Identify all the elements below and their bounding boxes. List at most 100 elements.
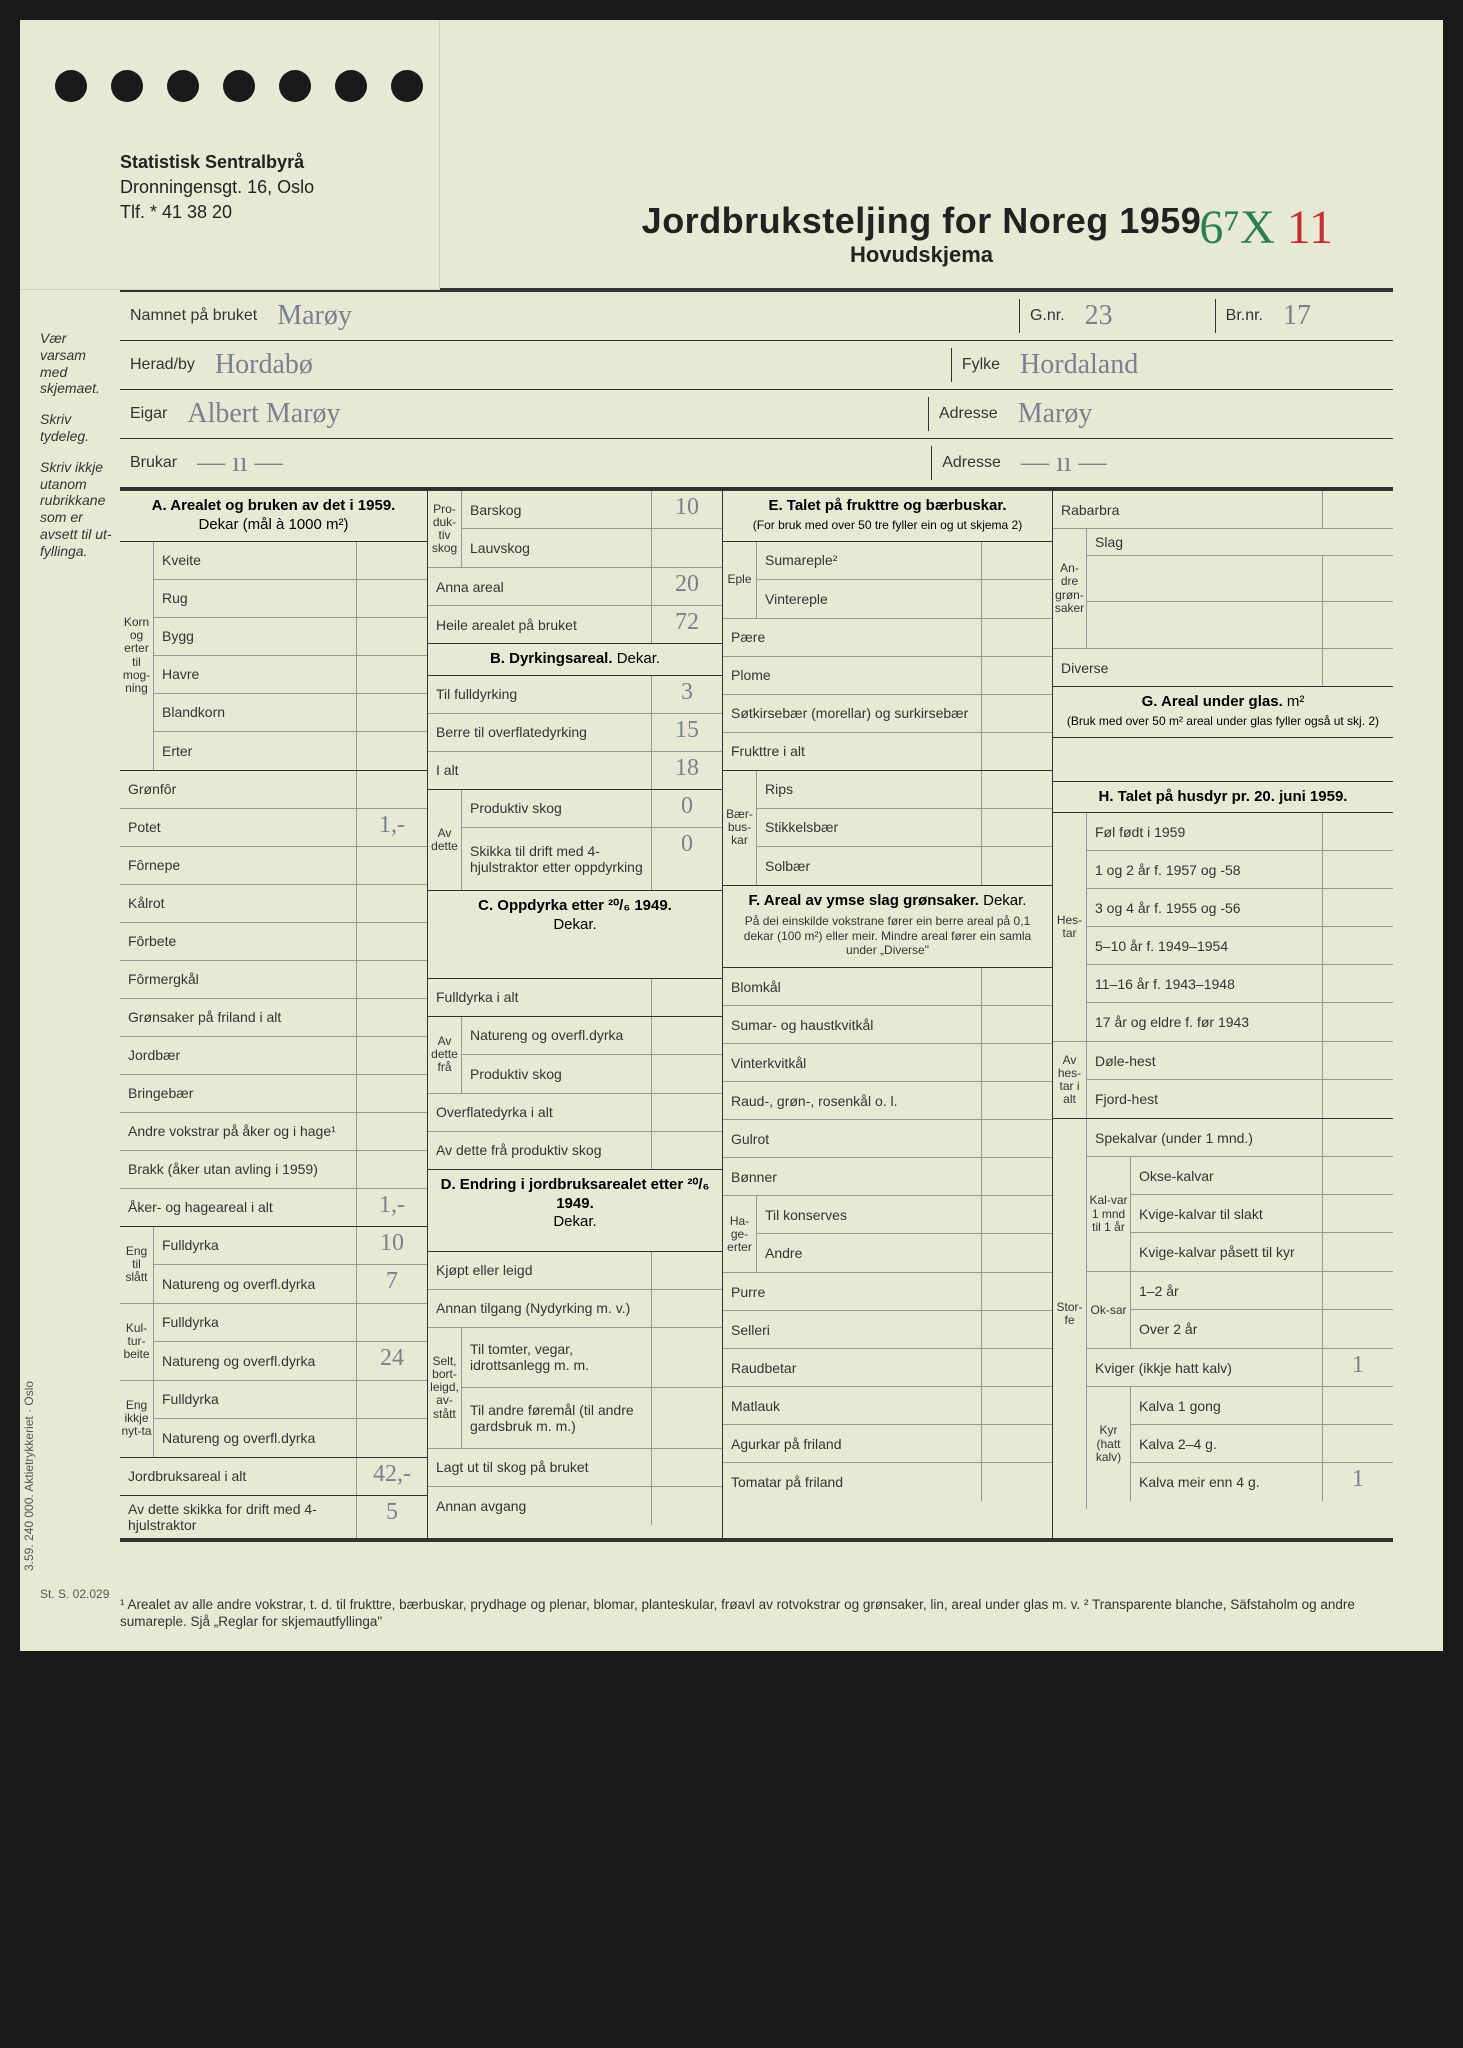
r-kviger: Kviger (ikkje hatt kalv): [1087, 1349, 1323, 1386]
lab-adr2: Adresse: [931, 446, 1011, 480]
val-fylke: Hordaland: [1010, 341, 1393, 389]
v-kviger: 1: [1323, 1349, 1393, 1386]
lab-fylke: Fylke: [951, 348, 1010, 382]
page: Statistisk Sentralbyrå Dronningensgt. 16…: [20, 20, 1443, 1651]
r-o12: 1–2 år: [1131, 1272, 1323, 1309]
r-havre: Havre: [154, 656, 357, 693]
r-jordbruks: Jordbruksareal i alt: [120, 1458, 357, 1495]
sec-A-head: A. Arealet og bruken av det i 1959. Deka…: [120, 491, 427, 542]
side-engikkje: Eng ikkje nyt-ta: [120, 1381, 154, 1457]
A-sub: Dekar (mål à 1000 m²): [198, 516, 348, 533]
r-skikka: Skikka til drift med 4-hjulstraktor ette…: [462, 828, 652, 890]
r-heile: Heile arealet på bruket: [428, 606, 652, 643]
sec-E-head: E. Talet på frukttre og bærbuskar.(For b…: [723, 491, 1052, 542]
r-diverse: Diverse: [1053, 649, 1323, 686]
side-kyr: Kyr (hatt kalv): [1087, 1387, 1131, 1501]
main-grid: A. Arealet og bruken av det i 1959. Deka…: [120, 491, 1393, 1542]
mark-red: 11: [1287, 201, 1333, 254]
r-kvigep: Kvige-kalvar påsett til kyr: [1131, 1233, 1323, 1271]
r-oksek: Okse-kalvar: [1131, 1157, 1323, 1194]
v-fulld1: 10: [357, 1227, 427, 1264]
instr-1: Vær varsam med skjemaet.: [40, 330, 115, 397]
r-h34: 3 og 4 år f. 1955 og -56: [1087, 889, 1323, 926]
r-solbar: Solbær: [757, 847, 982, 885]
r-sumar: Sumareple²: [757, 542, 982, 579]
lab-herad: Herad/by: [120, 348, 205, 382]
mark-green: 6⁷X: [1199, 201, 1274, 254]
val-brnr: 17: [1273, 292, 1393, 340]
r-erter: Erter: [154, 732, 357, 770]
r-potet: Potet: [120, 809, 357, 846]
r-fol: Føl født i 1959: [1087, 813, 1323, 850]
r-matlauk: Matlauk: [723, 1387, 982, 1424]
r-cavprod: Av dette frå produktiv skog: [428, 1132, 652, 1169]
org-name: Statistisk Sentralbyrå: [120, 150, 314, 175]
r-cnat: Natureng og overfl.dyrka: [462, 1017, 652, 1054]
r-selleri: Selleri: [723, 1311, 982, 1348]
v-nat1: 7: [357, 1265, 427, 1303]
r-oover2: Over 2 år: [1131, 1310, 1323, 1348]
side-hage: Ha-ge-erter: [723, 1196, 757, 1272]
r-barskog: Barskog: [462, 491, 652, 528]
instr-3: Skriv ikkje utanom rubrikkane som er avs…: [40, 459, 115, 560]
r-annanav: Annan avgang: [428, 1487, 652, 1525]
r-prodskog2: Produktiv skog: [462, 790, 652, 827]
r-spek: Spekalvar (under 1 mnd.): [1087, 1119, 1323, 1156]
binder-holes: [55, 70, 423, 102]
r-fulld2: Fulldyrka: [154, 1304, 357, 1341]
val-adr1: Marøy: [1008, 390, 1393, 438]
r-fulld1: Fulldyrka: [154, 1227, 357, 1264]
r-avdette: Av dette skikka for drift med 4-hjulstra…: [120, 1496, 357, 1538]
r-nat2: Natureng og overfl.dyrka: [154, 1342, 357, 1380]
r-bygg: Bygg: [154, 618, 357, 655]
r-sumarhaust: Sumar- og haustkvitkål: [723, 1006, 982, 1043]
r-h17: 17 år og eldre f. før 1943: [1087, 1003, 1323, 1041]
r-anna: Anna areal: [428, 568, 652, 605]
r-tilkons: Til konserves: [757, 1196, 982, 1233]
v-tilfull: 3: [652, 676, 722, 713]
r-h1116: 11–16 år f. 1943–1948: [1087, 965, 1323, 1002]
r-bonner: Bønner: [723, 1158, 982, 1195]
r-vinter: Vintereple: [757, 580, 982, 618]
r-gronsaker: Grønsaker på friland i alt: [120, 999, 357, 1036]
side-eple: Eple: [723, 542, 757, 618]
r-rips: Rips: [757, 771, 982, 808]
v-heile: 72: [652, 606, 722, 643]
lab-adr1: Adresse: [928, 397, 1008, 431]
r-kveite: Kveite: [154, 542, 357, 579]
r-jordbar: Jordbær: [120, 1037, 357, 1074]
side-avhest: Av hes-tar i alt: [1053, 1042, 1087, 1118]
r-lagt: Lagt ut til skog på bruket: [428, 1449, 652, 1486]
side-andregr: An-dre grøn-saker: [1053, 529, 1087, 648]
r-plome: Plome: [723, 657, 982, 694]
side-eng: Eng til slått: [120, 1227, 154, 1303]
r-rug: Rug: [154, 580, 357, 617]
side-oksar: Ok-sar: [1087, 1272, 1131, 1348]
v-potet: 1,-: [357, 809, 427, 846]
r-fandre: Andre: [757, 1234, 982, 1272]
side-prodskog: Pro-duk-tiv skog: [428, 491, 462, 567]
F-note: På dei einskilde vokstrane fører ein ber…: [729, 910, 1046, 961]
v-ialt: 18: [652, 752, 722, 789]
r-h12: 1 og 2 år f. 1957 og -58: [1087, 851, 1323, 888]
side-kalvar: Kal-var 1 mnd til 1 år: [1087, 1157, 1131, 1271]
r-cfulld: Fulldyrka i alt: [428, 979, 652, 1016]
r-blomkal: Blomkål: [723, 968, 982, 1005]
v-nat2: 24: [357, 1342, 427, 1380]
G-note: (Bruk med over 50 m² areal under glas fy…: [1067, 714, 1379, 728]
r-formergkal: Fôrmergkål: [120, 961, 357, 998]
r-tomter: Til tomter, vegar, idrottsanlegg m. m.: [462, 1328, 652, 1387]
sec-C-head: C. Oppdyrka etter ²⁰/₆ 1949.Dekar.: [428, 891, 722, 979]
col-B: Pro-duk-tiv skog Barskog10 Lauvskog Anna…: [428, 491, 723, 1538]
r-fjord: Fjord-hest: [1087, 1080, 1323, 1118]
r-h510: 5–10 år f. 1949–1954: [1087, 927, 1323, 964]
col-A: A. Arealet og bruken av det i 1959. Deka…: [120, 491, 428, 1538]
r-dole: Døle-hest: [1087, 1042, 1323, 1079]
r-purre: Purre: [723, 1273, 982, 1310]
r-agurkar: Agurkar på friland: [723, 1425, 982, 1462]
r-andre: Andre vokstrar på åker og i hage¹: [120, 1113, 357, 1150]
v-barskog: 10: [652, 491, 722, 528]
val-adr2: — ıı —: [1011, 439, 1393, 487]
side-hestar: Hes-tar: [1053, 813, 1087, 1041]
side-bar: Bær-bus-kar: [723, 771, 757, 885]
